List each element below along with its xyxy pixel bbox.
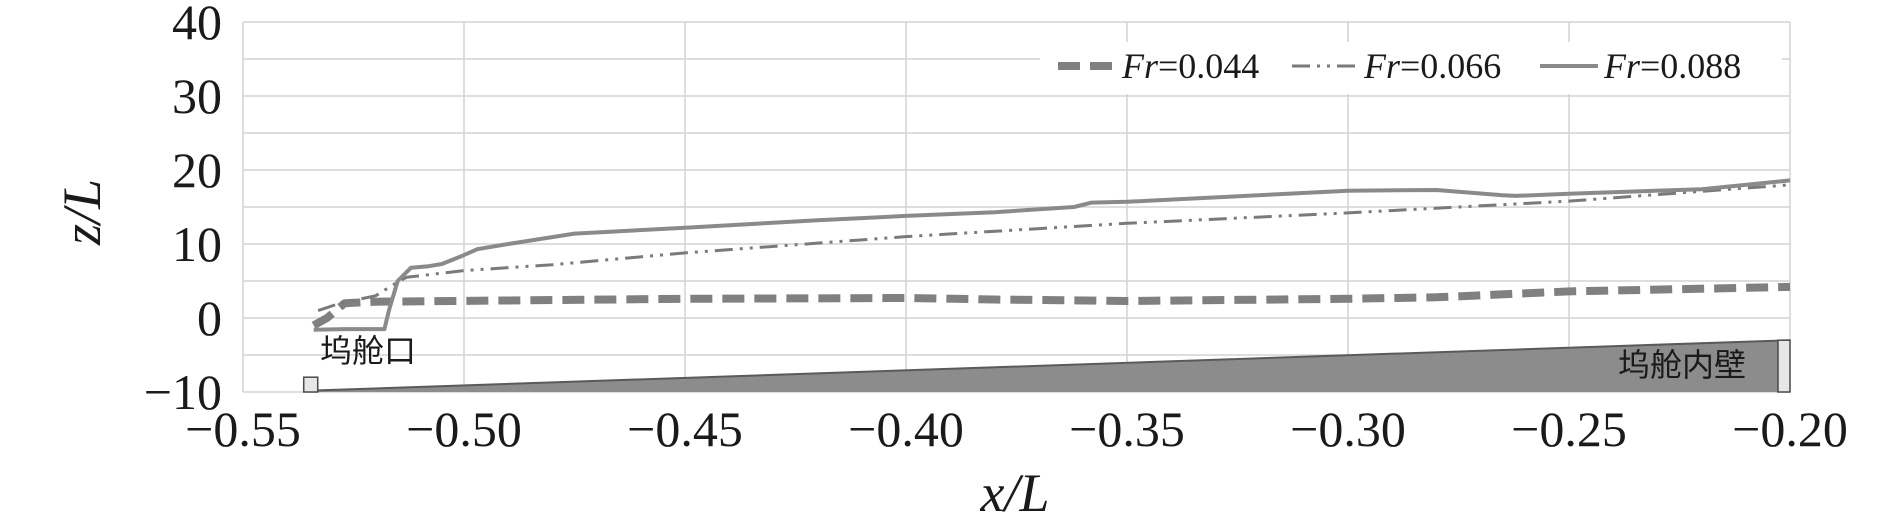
y-tick-label: 30 [172,68,222,124]
svg-text:Fr=0.066: Fr=0.066 [1363,46,1501,86]
x-tick-label: −0.55 [185,401,301,457]
series-layer [311,178,1791,332]
x-tick-label: −0.50 [406,401,522,457]
y-tick-label: 0 [197,290,222,346]
legend-label-fr-0066-symbol: Fr [1363,46,1401,86]
x-tick-label: −0.30 [1290,401,1406,457]
y-tick-label: 40 [172,0,222,50]
series-line-fr-0-066 [317,183,1791,313]
legend-item-fr-0044: Fr=0.044 [1058,46,1259,86]
legend-label-fr-0088-value: =0.088 [1640,46,1741,86]
x-axis-title: x/L [979,463,1049,522]
legend-item-fr-0066: Fr=0.066 [1292,46,1501,86]
legend-label-fr-0088-symbol: Fr [1603,46,1641,86]
legend: Fr=0.044 Fr=0.066 Fr=0.088 [1040,42,1782,94]
annotation-dock-inner-wall: 坞舱内壁 [1618,346,1746,384]
svg-text:Fr=0.088: Fr=0.088 [1603,46,1741,86]
y-tick-label: −10 [144,364,222,420]
dock-floor [302,339,1791,393]
tick-labels: −0.55 −0.50 −0.45 −0.40 −0.35 −0.30 −0.25 −0.20… [144,0,1848,457]
x-tick-label: −0.20 [1732,401,1848,457]
legend-label-fr-0066-value: =0.066 [1400,46,1501,86]
y-tick-label: 20 [172,142,222,198]
legend-label-fr-0044-value: =0.044 [1158,46,1259,86]
legend-item-fr-0088: Fr=0.088 [1540,46,1741,86]
legend-background [1040,42,1782,94]
series-line-fr-0-088 [313,178,1791,332]
y-tick-label: 10 [172,216,222,272]
dock-entrance-wall [302,376,319,393]
x-tick-label: −0.40 [848,401,964,457]
dock-floor-edge [313,339,1791,392]
y-axis-title: z/L [52,179,112,246]
annotation-dock-entrance: 坞舱口 [320,332,416,370]
x-tick-label: −0.45 [627,401,743,457]
legend-label-fr-0044-symbol: Fr [1121,46,1159,86]
series-line-fr-0-044 [311,282,1791,329]
x-tick-label: −0.35 [1069,401,1185,457]
x-tick-label: −0.25 [1511,401,1627,457]
svg-text:Fr=0.044: Fr=0.044 [1121,46,1259,86]
dock-inner-wall [1777,339,1791,393]
